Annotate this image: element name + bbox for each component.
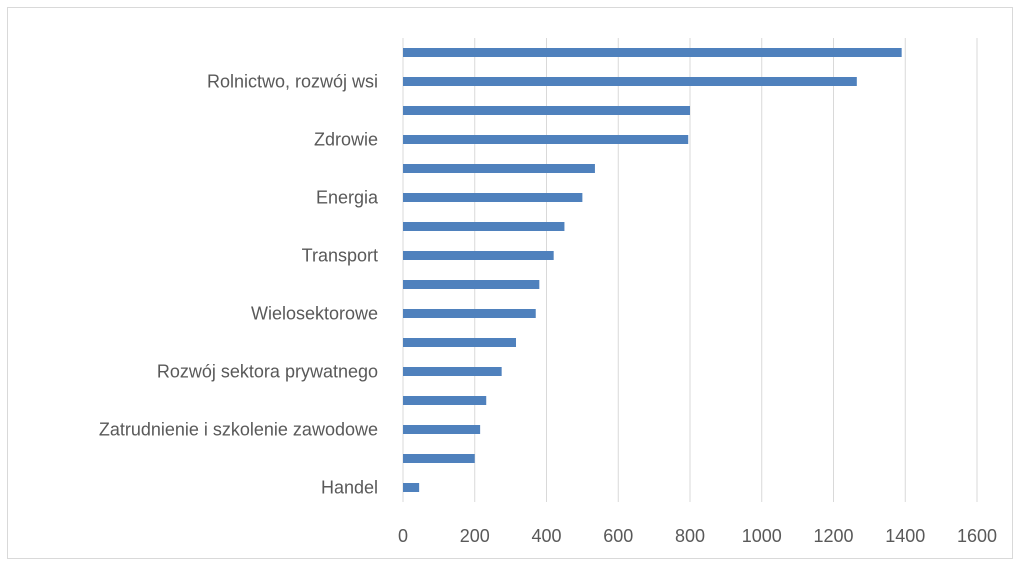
bar: [403, 48, 902, 57]
bar: [403, 106, 690, 115]
bar: [403, 77, 857, 86]
bar: [403, 251, 554, 260]
x-tick-label: 600: [603, 526, 633, 546]
category-labels: Handel Zatrudnienie i szkolenie zawodowe R…: [99, 72, 379, 498]
bar: [403, 135, 689, 144]
bar: [403, 483, 420, 492]
category-label: Rolnictwo, rozwój wsi: [207, 72, 378, 92]
category-label: Handel: [321, 478, 378, 498]
category-label: Rozwój sektora prywatnego: [157, 362, 378, 382]
category-label: Wielosektorowe: [251, 304, 378, 324]
category-label: Zatrudnienie i szkolenie zawodowe: [99, 420, 378, 440]
bar: [403, 309, 536, 318]
bar: [403, 193, 583, 202]
grid-lines: [402, 38, 978, 502]
bar: [403, 454, 475, 463]
bar: [403, 396, 487, 405]
x-tick-label: 200: [460, 526, 490, 546]
bar: [403, 280, 540, 289]
bar: [403, 222, 565, 231]
x-tick-label: 800: [675, 526, 705, 546]
bar: [403, 425, 481, 434]
bars: [403, 48, 902, 492]
x-tick-label: 1000: [742, 526, 782, 546]
x-tick-label: 1200: [813, 526, 853, 546]
x-axis-tick-labels: 0 200 400 600 800 1000 1200 1400 1600: [398, 526, 997, 546]
bar: [403, 338, 517, 347]
bar: [403, 367, 502, 376]
x-tick-label: 0: [398, 526, 408, 546]
category-label: Zdrowie: [314, 130, 378, 150]
x-tick-label: 1600: [957, 526, 997, 546]
category-label: Transport: [302, 246, 378, 266]
x-tick-label: 400: [531, 526, 561, 546]
x-tick-label: 1400: [885, 526, 925, 546]
bar: [403, 164, 595, 173]
category-label: Energia: [316, 188, 379, 208]
chart-area: [7, 7, 1013, 559]
